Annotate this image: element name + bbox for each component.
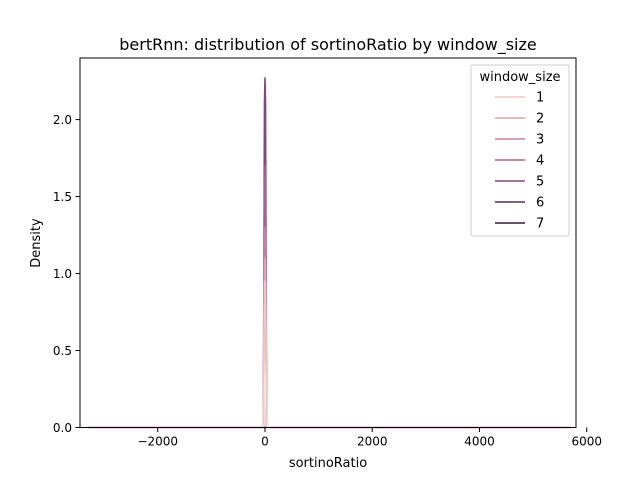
legend-title: window_size xyxy=(479,70,560,85)
x-axis-ticks: −2000 0 2000 4000 6000 xyxy=(137,427,602,449)
y-axis-ticks: 0.0 0.5 1.0 1.5 2.0 xyxy=(53,113,80,435)
legend-label-5: 5 xyxy=(536,175,544,190)
y-tick-label: 2.0 xyxy=(53,113,72,127)
x-tick-label: −2000 xyxy=(137,435,178,449)
legend-label-2: 2 xyxy=(536,112,544,127)
legend: window_size 1 2 3 4 5 6 7 xyxy=(470,64,570,237)
series-line-2 xyxy=(88,257,571,429)
legend-label-1: 1 xyxy=(536,91,544,106)
y-tick-label: 0.5 xyxy=(53,344,72,358)
legend-box xyxy=(470,64,570,237)
series-line-1 xyxy=(88,280,571,429)
chart-title: bertRnn: distribution of sortinoRatio by… xyxy=(119,35,536,55)
y-tick-label: 1.0 xyxy=(53,267,72,281)
y-tick-label: 0.0 xyxy=(53,421,72,435)
x-tick-label: 0 xyxy=(261,435,269,449)
series-line-3 xyxy=(88,226,571,429)
legend-label-4: 4 xyxy=(536,154,544,169)
legend-label-3: 3 xyxy=(536,133,544,148)
x-tick-label: 2000 xyxy=(357,435,388,449)
legend-label-7: 7 xyxy=(536,217,544,232)
legend-items: 1 2 3 4 5 6 7 xyxy=(495,91,544,232)
x-tick-label: 6000 xyxy=(571,435,602,449)
plot-frame xyxy=(79,57,577,428)
x-tick-label: 4000 xyxy=(464,435,495,449)
x-axis-label: sortinoRatio xyxy=(289,456,367,471)
legend-label-6: 6 xyxy=(536,196,544,211)
y-tick-label: 1.5 xyxy=(53,190,72,204)
y-axis-label: Density xyxy=(29,218,44,268)
